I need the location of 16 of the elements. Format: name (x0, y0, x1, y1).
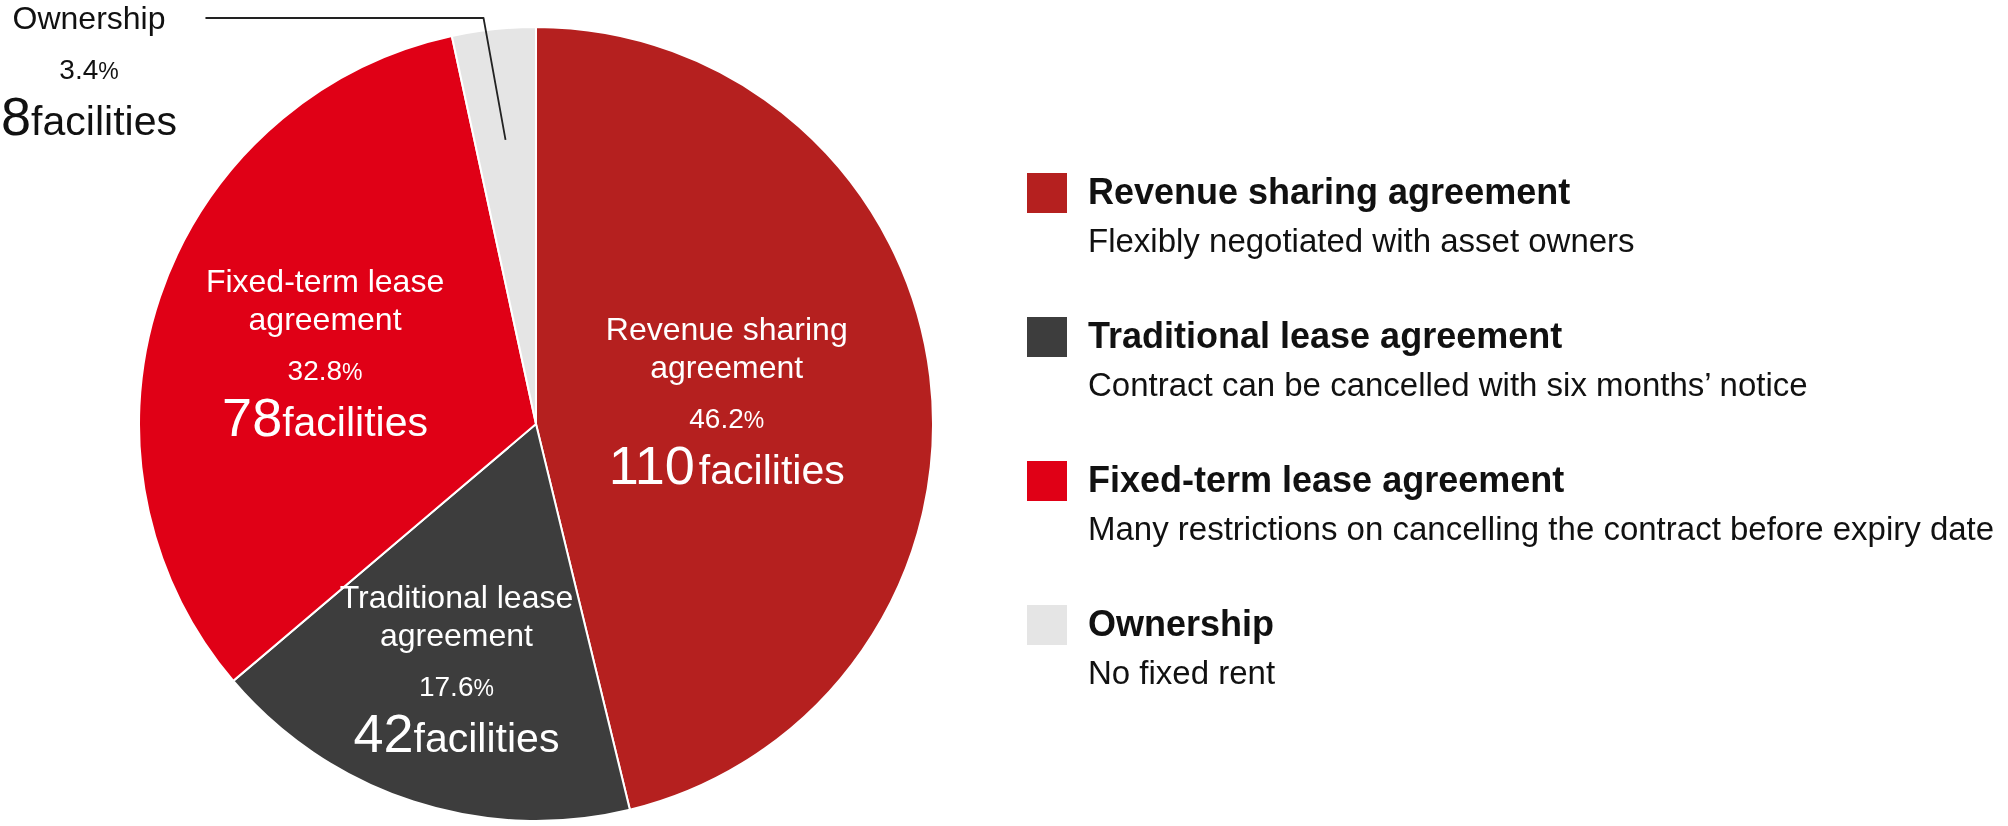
text: 32.8% 78facilities (222, 354, 428, 447)
text: 3.4% 8facilities (1, 54, 177, 146)
text: 46.2% 110facilities (608, 403, 845, 496)
text: Many restrictions on cancelling the contract before expiry date (1088, 510, 1995, 547)
text: No fixed rent (1088, 654, 1276, 691)
category-label: Ownership (12, 0, 166, 36)
legend-label: Ownership (1088, 603, 1275, 644)
text: Contract can be cancelled with six months’ notice (1088, 366, 1808, 403)
legend-label: Revenue sharing agreement (1088, 171, 1571, 212)
slice-label: Traditional lease agreement (339, 578, 574, 653)
text: 17.6% 42facilities (353, 670, 560, 763)
text: Flexibly negotiated with asset owners (1088, 222, 1635, 259)
legend-label: Traditional lease agreement (1088, 315, 1563, 356)
slice-label: Revenue sharing agreement (605, 311, 848, 386)
legend-label: Fixed-term lease agreement (1088, 459, 1565, 500)
slice-label: Fixed-term lease agreement (205, 262, 445, 337)
